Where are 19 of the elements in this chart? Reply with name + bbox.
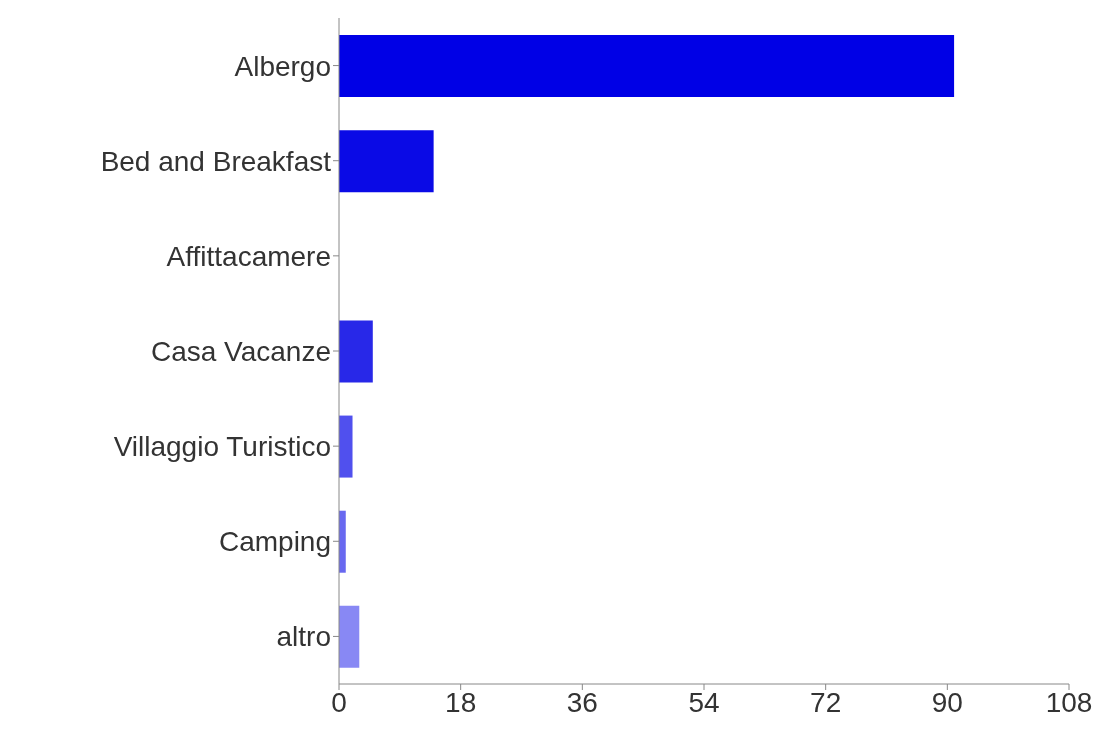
bar (339, 605, 360, 668)
x-tick-label: 54 (688, 686, 720, 718)
x-tick-label: 0 (331, 686, 347, 718)
x-tick-label: 18 (445, 686, 477, 718)
y-tick-label: Casa Vacanze (150, 335, 331, 367)
bar (339, 35, 955, 97)
y-tick-label: Camping (218, 526, 331, 558)
y-tick-label: Albergo (234, 50, 331, 82)
y-tick-label: Villaggio Turistico (113, 431, 331, 463)
y-tick-label: Affittacamere (166, 240, 331, 272)
bar (339, 320, 373, 383)
x-tick-label: 108 (1045, 686, 1093, 718)
x-tick-label: 90 (931, 686, 963, 718)
y-tick-label: altro (276, 621, 331, 653)
bar (339, 130, 434, 193)
bar (339, 415, 353, 478)
x-tick-label: 72 (810, 686, 842, 718)
y-tick-label: Bed and Breakfast (100, 145, 332, 177)
x-tick-label: 36 (566, 686, 598, 718)
